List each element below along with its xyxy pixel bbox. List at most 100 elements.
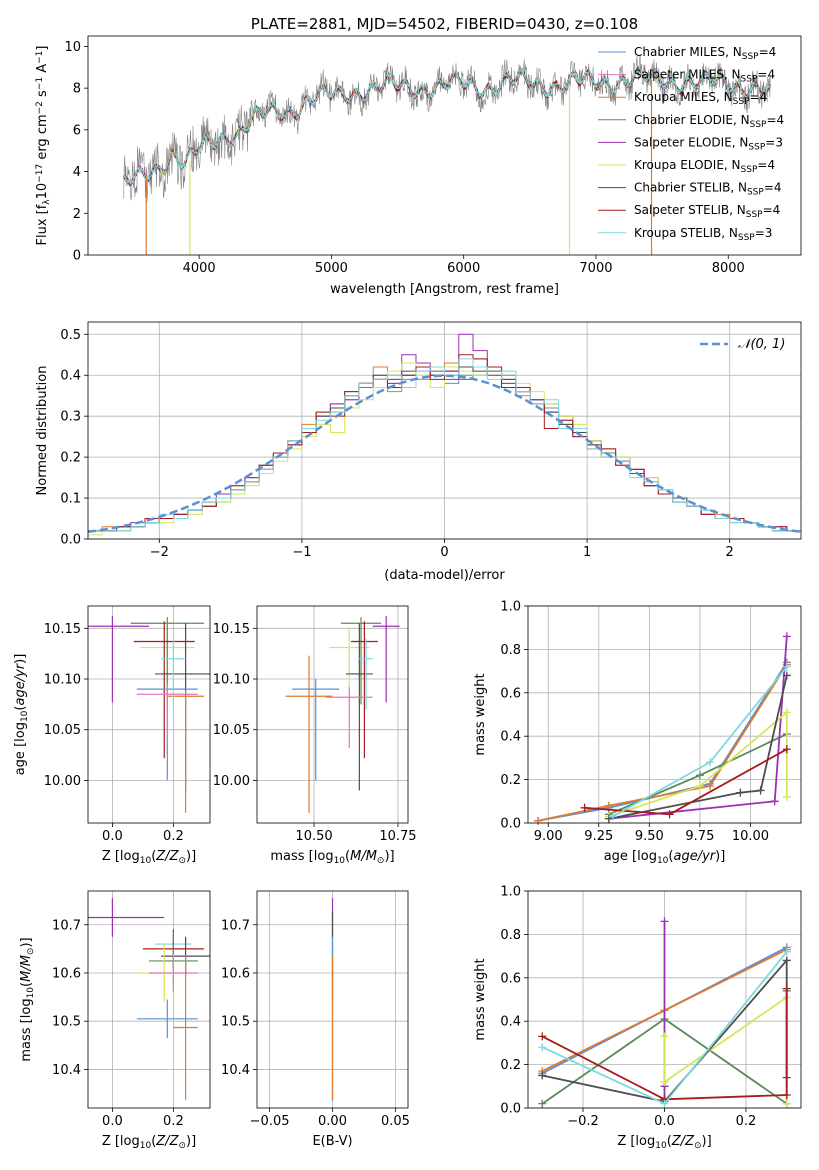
x-tick-label: 5000 <box>315 261 348 276</box>
label-part: Chabrier MILES, N <box>634 45 742 59</box>
weight-marker <box>660 1099 669 1108</box>
label-part: =3 <box>755 226 773 240</box>
label-part: ⊙ <box>178 1141 186 1151</box>
observed-spectrum <box>123 54 771 203</box>
legend-label: Chabrier ELODIE, NSSP=4 <box>634 113 784 130</box>
y-tick-label: 0.1 <box>60 492 81 507</box>
y-tick-label: 0.8 <box>500 643 521 658</box>
label-part: )] <box>384 849 394 864</box>
label-part: ( <box>13 706 28 711</box>
y-tick-label: 0.5 <box>60 328 81 343</box>
y-tick-label: 10.15 <box>44 622 81 637</box>
legend: 𝒩(0, 1) <box>700 337 785 352</box>
weight-marker <box>604 801 613 810</box>
label-part: mass [log <box>19 998 34 1061</box>
x-tick-label: 0.2 <box>163 829 184 844</box>
y-tick-label: 10.00 <box>44 774 81 789</box>
weight-marker <box>660 1077 669 1086</box>
label-part: )] <box>13 654 28 664</box>
x-tick-label: 0.05 <box>381 1114 410 1129</box>
label-part: −1 <box>35 51 45 64</box>
legend-label: Kroupa STELIB, NSSP=3 <box>634 226 772 243</box>
label-part: Salpeter MILES, N <box>634 68 741 82</box>
axes-frame <box>87 890 211 1109</box>
weight-marker <box>695 782 704 791</box>
x-tick-label: 9.00 <box>534 829 563 844</box>
label-part: SSP <box>748 142 765 152</box>
axes-frame <box>87 35 802 256</box>
label-part: ( <box>345 849 350 864</box>
label-part: )] <box>186 1134 196 1149</box>
y-tick-label: 0.6 <box>500 686 521 701</box>
label-part: Salpeter STELIB, N <box>634 203 746 217</box>
label-part: ⊙ <box>377 856 385 866</box>
y-axis-label: mass weight <box>473 958 488 1040</box>
weight-marker <box>580 803 589 812</box>
label-part: M/M <box>350 849 377 864</box>
x-axis-label: (data-model)/error <box>384 568 505 583</box>
y-tick-label: 10.05 <box>213 723 250 738</box>
label-part: age [log <box>604 849 657 864</box>
y-tick-label: 10.6 <box>52 966 81 981</box>
mass_age-panel: 10.50 10.75 10.00 10.05 10.10 10.15 mass [log1… <box>213 605 417 866</box>
weight-marker <box>782 956 791 965</box>
y-tick-label: 1.0 <box>500 885 521 900</box>
weight-marker <box>660 1032 669 1041</box>
weight-series <box>663 995 788 1104</box>
z_weight-panel: −0.2 0.0 0.2 0.0 0.2 0.4 0.6 0.8 1.0 Z [log10(Z/Z… <box>473 885 802 1151</box>
label-part: Chabrier STELIB, N <box>634 181 747 195</box>
weight-series <box>608 675 788 820</box>
x-tick-label: 0.0 <box>102 829 123 844</box>
weight-marker <box>660 917 669 926</box>
weight-marker <box>736 788 745 797</box>
label-part: −1 <box>35 77 45 90</box>
label-part: 10 <box>26 987 36 999</box>
label-part: E(B-V) <box>312 1134 352 1149</box>
label-part: Kroupa MILES, N <box>634 90 733 104</box>
label-part: =4 <box>750 90 768 104</box>
label-part: )] <box>715 849 725 864</box>
weight-marker <box>538 1043 547 1052</box>
y-tick-label: 10.5 <box>221 1015 250 1030</box>
y-tick-label: 10 <box>64 40 81 55</box>
legend-label: Chabrier STELIB, NSSP=4 <box>634 181 782 198</box>
weight-series <box>541 988 788 1101</box>
y-tick-label: 10.15 <box>213 622 250 637</box>
legend-label: Kroupa MILES, NSSP=4 <box>634 90 767 107</box>
weight-marker <box>608 812 617 821</box>
residuals-panel: −2 −1 0 1 2 0.0 0.1 0.2 0.3 0.4 0.5 (data-model)/er… <box>35 321 802 583</box>
y-tick-label: 0.8 <box>500 928 521 943</box>
weight-series <box>537 664 788 822</box>
label-part: ⊙ <box>178 856 186 866</box>
x-axis-label: E(B-V) <box>312 1134 352 1149</box>
axes-frame <box>527 890 802 1109</box>
label-part: ( <box>151 849 156 864</box>
weight-marker <box>782 708 791 717</box>
weight-marker <box>770 797 779 806</box>
y-axis-label: Normed distribution <box>35 366 50 496</box>
axes-frame <box>87 605 211 824</box>
x-tick-label: 9.50 <box>635 829 664 844</box>
y-tick-label: 2 <box>73 207 81 222</box>
label-part: A <box>35 64 50 77</box>
x-tick-label: 2 <box>726 545 734 560</box>
spectrum-panel: 4000 5000 6000 7000 8000 0 2 4 6 8 10 PLATE=2881, M… <box>35 15 802 297</box>
label-part: SSP <box>747 187 764 197</box>
chart-title: PLATE=2881, MJD=54502, FIBERID=0430, z=0… <box>251 15 638 33</box>
y-tick-label: 10.10 <box>213 673 250 688</box>
label-part: Z/Z <box>155 849 179 864</box>
label-part: Kroupa ELODIE, N <box>634 158 741 172</box>
age_weight-panel: 9.00 9.25 9.50 9.75 10.00 0.0 0.2 0.4 0.6 0.8 1.0 a… <box>473 600 802 866</box>
y-tick-label: 8 <box>73 82 81 97</box>
label-part: 10 <box>140 1141 152 1151</box>
weight-marker <box>782 1099 791 1108</box>
label-part: −2 <box>35 101 45 114</box>
z_mass-panel: 0.0 0.210.410.510.610.7Z [log10(Z/Z⊙)]mas… <box>19 890 211 1151</box>
legend-label: Kroupa ELODIE, NSSP=4 <box>634 158 775 175</box>
legend: Chabrier MILES, N SSP =4 Salpeter MILES, N S… <box>598 45 784 242</box>
weight-series <box>537 661 788 822</box>
legend-label: Salpeter ELODIE, NSSP=3 <box>634 135 783 152</box>
label-part: 10 <box>20 710 30 722</box>
